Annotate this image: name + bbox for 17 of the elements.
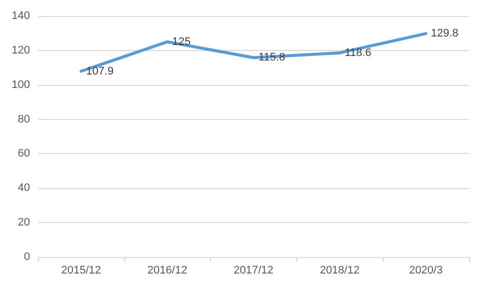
- y-tick-label: 40: [18, 182, 30, 194]
- data-label: 107.9: [86, 65, 114, 78]
- x-tick-label: 2020/3: [409, 264, 443, 276]
- x-tick-label: 2015/12: [61, 264, 101, 276]
- y-tick-label: 80: [18, 113, 30, 126]
- x-tick-label: 2016/12: [147, 264, 188, 276]
- y-tick-label: 140: [12, 10, 30, 22]
- data-label: 118.6: [344, 46, 372, 59]
- y-tick-label: 60: [18, 148, 30, 160]
- y-tick-label: 0: [24, 251, 30, 263]
- x-tick-label: 2017/12: [234, 264, 274, 276]
- y-tick-label: 100: [12, 78, 30, 91]
- x-tick-label: 2018/12: [320, 264, 360, 276]
- y-tick-label: 20: [18, 216, 30, 229]
- line-series: [80, 32, 428, 73]
- y-tick-label: 120: [12, 44, 30, 56]
- data-label: 129.8: [430, 28, 458, 40]
